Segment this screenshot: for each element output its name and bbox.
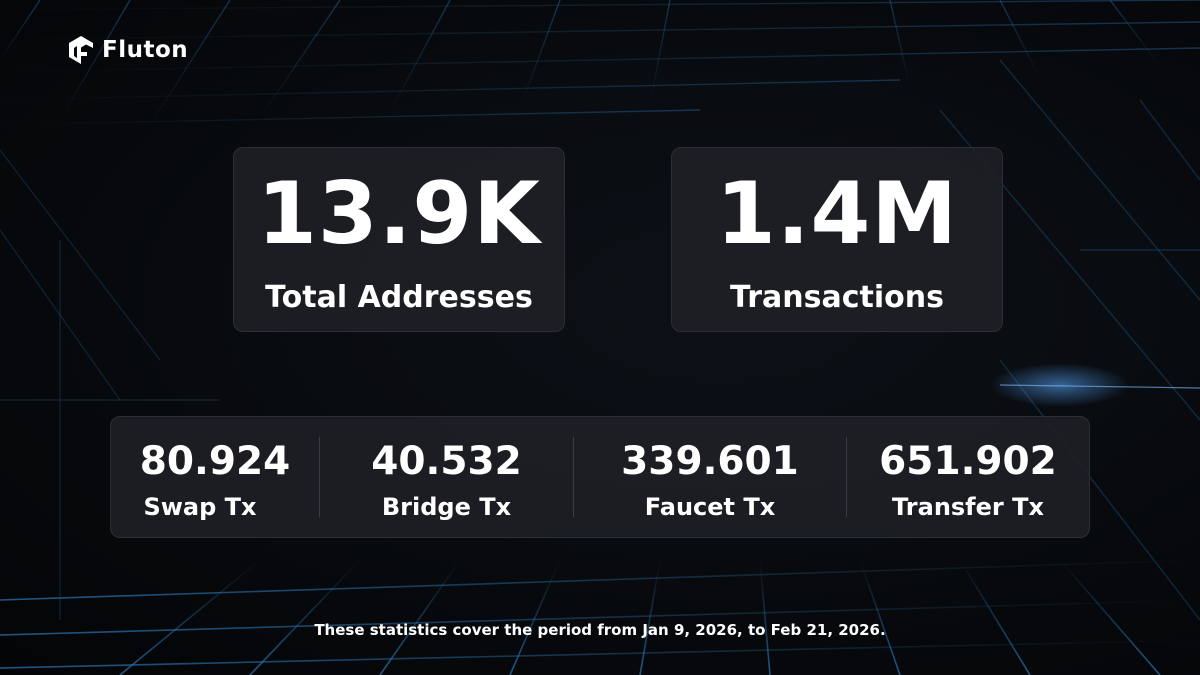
period-footnote: These statistics cover the period from J…	[314, 621, 886, 639]
total-addresses-value: 13.9K	[257, 164, 541, 264]
transactions-label: Transactions	[730, 280, 944, 315]
swap-tx-stat: 80.924 Swap Tx	[111, 417, 319, 537]
faucet-tx-label: Faucet Tx	[644, 493, 776, 521]
divider	[846, 437, 847, 517]
transfer-tx-stat: 651.902 Transfer Tx	[847, 417, 1089, 537]
swap-tx-label: Swap Tx	[143, 493, 257, 521]
swap-tx-value: 80.924	[139, 439, 291, 484]
transactions-card: 1.4M Transactions	[671, 147, 1003, 332]
bridge-tx-label: Bridge Tx	[381, 493, 512, 521]
transfer-tx-value: 651.902	[879, 439, 1057, 484]
divider	[573, 437, 574, 517]
tx-breakdown-panel: 80.924 Swap Tx 40.532 Bridge Tx 339.601 …	[110, 416, 1090, 538]
divider	[319, 437, 320, 517]
brand-logo: Fluton	[68, 34, 188, 66]
fluton-logo-icon	[69, 36, 93, 64]
transfer-tx-label: Transfer Tx	[892, 493, 1044, 521]
total-addresses-label: Total Addresses	[265, 280, 533, 315]
transactions-value: 1.4M	[716, 164, 958, 264]
bridge-tx-stat: 40.532 Bridge Tx	[320, 417, 573, 537]
total-addresses-card: 13.9K Total Addresses	[233, 147, 565, 332]
brand-name: Fluton	[102, 37, 189, 63]
faucet-tx-value: 339.601	[621, 439, 799, 484]
faucet-tx-stat: 339.601 Faucet Tx	[574, 417, 846, 537]
bridge-tx-value: 40.532	[371, 439, 522, 484]
